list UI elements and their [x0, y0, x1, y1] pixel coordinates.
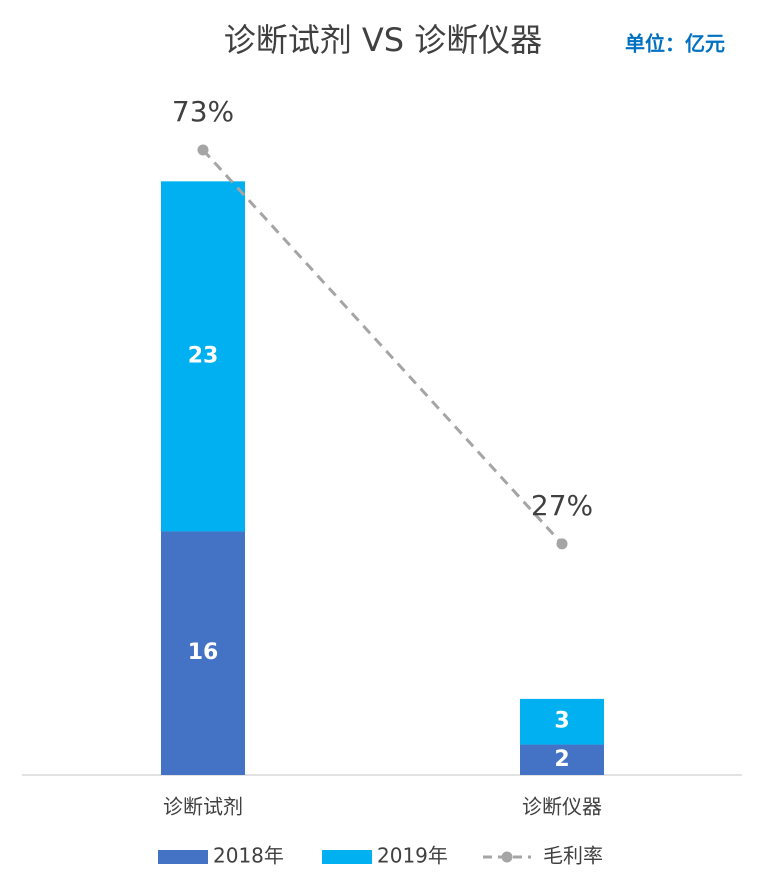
line-marker — [556, 538, 568, 550]
unit-annotation: 单位：亿元 — [625, 32, 725, 56]
legend-label: 2018年 — [213, 844, 284, 868]
line — [201, 148, 564, 545]
bar-segment — [161, 531, 245, 775]
bar-value-label: 16 — [188, 640, 219, 665]
x-tick-label: 诊断试剂 — [163, 795, 243, 819]
legend-swatch — [158, 850, 208, 864]
legend-label: 2019年 — [377, 844, 448, 868]
bar-value-label: 23 — [188, 343, 219, 368]
legend-swatch — [322, 850, 372, 864]
line-marker — [197, 144, 209, 156]
chart-title: 诊断试剂 VS 诊断仪器 — [224, 21, 543, 59]
bar-segment — [520, 698, 604, 745]
bar-segment — [161, 181, 245, 532]
line-value-label: 73% — [172, 95, 234, 128]
bar-value-label: 3 — [554, 709, 569, 734]
line-value-label: 27% — [531, 489, 593, 522]
legend-swatch-marker — [501, 851, 513, 863]
legend-label: 毛利率 — [543, 844, 603, 868]
bar-value-label: 2 — [554, 747, 569, 772]
bar-segment — [520, 744, 604, 775]
x-tick-label: 诊断仪器 — [522, 795, 602, 819]
